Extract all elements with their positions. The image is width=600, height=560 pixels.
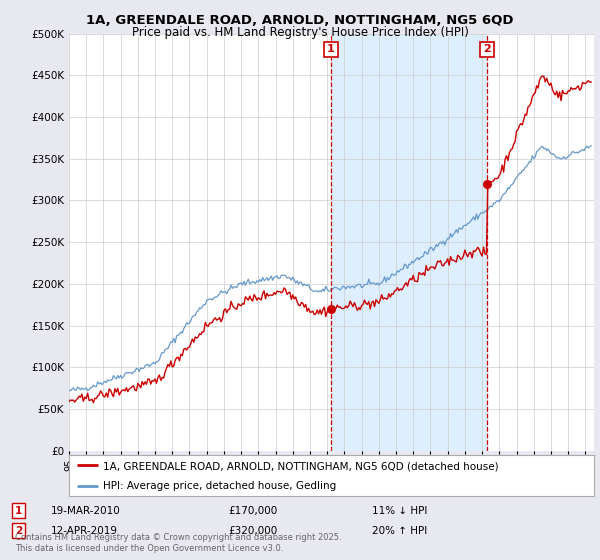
Text: 1A, GREENDALE ROAD, ARNOLD, NOTTINGHAM, NG5 6QD (detached house): 1A, GREENDALE ROAD, ARNOLD, NOTTINGHAM, … bbox=[103, 461, 499, 471]
Text: 12-APR-2019: 12-APR-2019 bbox=[51, 526, 118, 536]
Text: £320,000: £320,000 bbox=[228, 526, 277, 536]
Text: 19-MAR-2010: 19-MAR-2010 bbox=[51, 506, 121, 516]
Text: Contains HM Land Registry data © Crown copyright and database right 2025.
This d: Contains HM Land Registry data © Crown c… bbox=[15, 533, 341, 553]
Text: 2: 2 bbox=[483, 44, 491, 54]
Text: 11% ↓ HPI: 11% ↓ HPI bbox=[372, 506, 427, 516]
Text: 1A, GREENDALE ROAD, ARNOLD, NOTTINGHAM, NG5 6QD: 1A, GREENDALE ROAD, ARNOLD, NOTTINGHAM, … bbox=[86, 14, 514, 27]
Text: HPI: Average price, detached house, Gedling: HPI: Average price, detached house, Gedl… bbox=[103, 482, 337, 491]
Text: Price paid vs. HM Land Registry's House Price Index (HPI): Price paid vs. HM Land Registry's House … bbox=[131, 26, 469, 39]
Text: 1: 1 bbox=[15, 506, 22, 516]
Text: 1: 1 bbox=[327, 44, 335, 54]
Text: 20% ↑ HPI: 20% ↑ HPI bbox=[372, 526, 427, 536]
Text: £170,000: £170,000 bbox=[228, 506, 277, 516]
Bar bbox=[331, 34, 487, 451]
Text: 2: 2 bbox=[15, 526, 22, 536]
